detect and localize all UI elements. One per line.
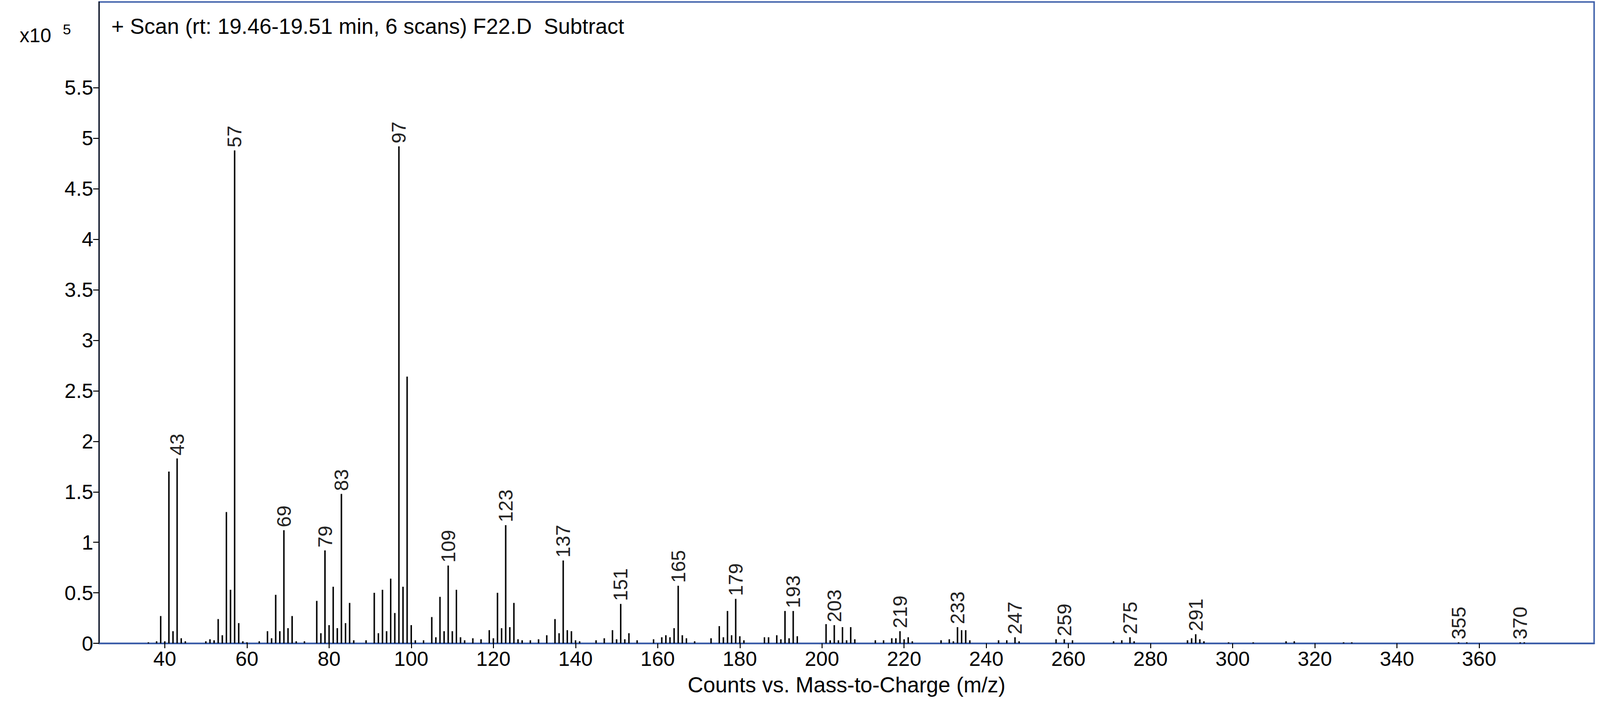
svg-text:219: 219	[889, 595, 911, 629]
svg-text:43: 43	[166, 433, 188, 456]
svg-text:5.5: 5.5	[64, 76, 94, 100]
svg-text:259: 259	[1053, 603, 1076, 637]
svg-text:137: 137	[552, 524, 574, 558]
svg-text:83: 83	[330, 468, 353, 491]
svg-text:60: 60	[235, 646, 259, 671]
svg-text:57: 57	[223, 125, 246, 148]
svg-text:179: 179	[724, 563, 747, 596]
svg-text:355: 355	[1447, 606, 1470, 640]
svg-text:80: 80	[317, 646, 341, 671]
svg-text:1.5: 1.5	[64, 480, 94, 504]
svg-text:4: 4	[81, 227, 94, 251]
svg-text:2: 2	[81, 429, 94, 453]
svg-text:151: 151	[609, 567, 632, 601]
svg-text:240: 240	[969, 646, 1004, 671]
svg-text:40: 40	[153, 646, 177, 671]
svg-text:160: 160	[640, 646, 675, 671]
svg-text:300: 300	[1215, 646, 1250, 671]
svg-text:x10: x10	[19, 24, 52, 47]
svg-text:193: 193	[782, 574, 804, 608]
svg-text:360: 360	[1461, 646, 1497, 671]
svg-text:5: 5	[62, 21, 72, 38]
svg-text:291: 291	[1185, 598, 1207, 632]
svg-text:1: 1	[81, 530, 94, 554]
svg-text:200: 200	[804, 646, 840, 671]
svg-text:97: 97	[387, 121, 410, 144]
svg-text:247: 247	[1004, 601, 1026, 635]
svg-text:165: 165	[667, 549, 690, 583]
svg-text:220: 220	[886, 646, 922, 671]
svg-text:3.5: 3.5	[64, 278, 94, 302]
svg-text:123: 123	[494, 489, 517, 522]
svg-text:3: 3	[81, 328, 94, 352]
svg-text:140: 140	[558, 646, 593, 671]
svg-text:109: 109	[437, 529, 460, 563]
svg-text:2.5: 2.5	[64, 379, 94, 403]
svg-text:4.5: 4.5	[64, 177, 94, 201]
svg-text:100: 100	[393, 646, 429, 671]
svg-text:320: 320	[1297, 646, 1333, 671]
svg-text:0: 0	[81, 631, 94, 655]
svg-text:79: 79	[314, 525, 336, 548]
svg-text:233: 233	[946, 591, 969, 624]
svg-text:203: 203	[823, 589, 846, 622]
svg-text:180: 180	[722, 646, 757, 671]
svg-text:120: 120	[476, 646, 511, 671]
svg-text:370: 370	[1509, 606, 1531, 640]
svg-text:0.5: 0.5	[64, 581, 94, 605]
svg-text:69: 69	[273, 505, 295, 528]
svg-text:340: 340	[1379, 646, 1415, 671]
svg-text:+ Scan (rt: 19.46-19.51 min, 6: + Scan (rt: 19.46-19.51 min, 6 scans) F2…	[111, 14, 625, 39]
svg-text:280: 280	[1133, 646, 1168, 671]
svg-text:275: 275	[1119, 601, 1141, 635]
svg-text:260: 260	[1051, 646, 1086, 671]
svg-text:Counts vs. Mass-to-Charge (m/z: Counts vs. Mass-to-Charge (m/z)	[687, 672, 1006, 697]
svg-text:5: 5	[81, 126, 94, 150]
